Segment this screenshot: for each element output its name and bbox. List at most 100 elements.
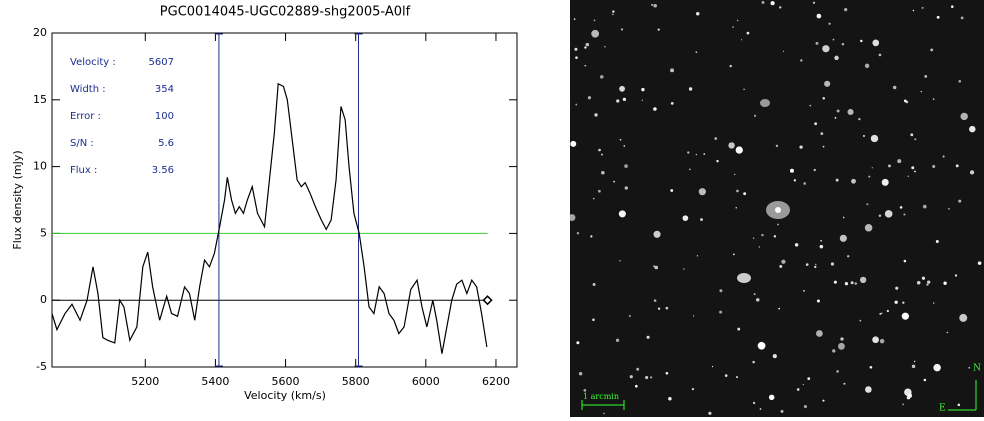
star (838, 342, 845, 350)
star (903, 99, 907, 103)
star (573, 18, 576, 20)
star (960, 16, 964, 20)
star (683, 268, 685, 270)
star (850, 281, 854, 285)
star (761, 233, 764, 237)
star (620, 28, 624, 31)
star (892, 85, 897, 90)
star (778, 307, 781, 310)
star (759, 408, 762, 410)
star (714, 137, 718, 140)
star (743, 88, 745, 90)
star (844, 282, 849, 286)
star (768, 394, 775, 401)
star (753, 293, 756, 296)
star (752, 401, 756, 405)
star (884, 210, 893, 218)
star (770, 1, 775, 6)
spectrum-line (51, 82, 488, 354)
y-tick-label: -5 (36, 360, 47, 373)
star (814, 122, 818, 126)
star (879, 312, 882, 315)
star (753, 114, 757, 117)
star (815, 41, 819, 45)
star (814, 263, 817, 266)
y-tick-label: 20 (33, 26, 47, 39)
star (665, 371, 669, 375)
star (689, 168, 691, 171)
star (653, 107, 657, 111)
star (585, 42, 590, 47)
star (803, 290, 805, 292)
star (927, 280, 931, 284)
star (587, 96, 592, 100)
star (858, 118, 861, 121)
x-axis-label: Velocity (km/s) (244, 389, 326, 402)
x-tick-label: 5800 (342, 375, 370, 388)
star (773, 235, 777, 238)
star (740, 39, 743, 41)
star (936, 15, 940, 19)
star (932, 165, 936, 168)
star (824, 80, 831, 87)
star (693, 315, 695, 317)
star (834, 117, 837, 119)
star (820, 239, 822, 242)
star (910, 133, 914, 137)
star (619, 138, 622, 141)
star (789, 168, 794, 173)
star (799, 145, 803, 149)
star (624, 186, 628, 190)
star (746, 31, 750, 35)
star (822, 97, 825, 100)
star (878, 53, 882, 57)
star (623, 145, 626, 147)
star (615, 338, 620, 342)
star (943, 281, 947, 285)
annotation-value: 5.6 (158, 138, 174, 149)
star (691, 387, 695, 391)
annotation-label: S/N : (70, 138, 94, 149)
star (930, 48, 934, 52)
star (695, 153, 698, 156)
galaxy (737, 273, 751, 283)
star (960, 112, 968, 121)
star (619, 85, 626, 92)
star (958, 79, 962, 83)
annotation-label: Error : (70, 111, 101, 122)
star (711, 365, 714, 368)
star (601, 153, 603, 156)
star (719, 289, 723, 293)
star (914, 138, 917, 141)
star (954, 274, 958, 277)
star (752, 360, 755, 364)
star (879, 338, 885, 344)
stars (568, 1, 982, 415)
star (682, 215, 689, 222)
x-tick-label: 5600 (272, 375, 300, 388)
star (946, 331, 949, 334)
star (822, 145, 825, 148)
star (781, 259, 786, 264)
star (618, 210, 626, 218)
star (698, 188, 706, 196)
star (803, 405, 807, 409)
y-tick-label: 15 (33, 93, 47, 106)
star (735, 376, 738, 379)
star (583, 388, 587, 392)
star (737, 327, 741, 331)
star (968, 366, 971, 369)
star (604, 45, 606, 48)
star (871, 167, 873, 169)
star (865, 386, 872, 393)
star (841, 42, 845, 46)
star (816, 299, 820, 303)
star (779, 6, 782, 9)
star (878, 214, 882, 218)
star (864, 63, 870, 69)
star (911, 166, 915, 170)
star (942, 155, 945, 158)
scale-label: 1 arcmin (583, 392, 619, 401)
star (840, 337, 844, 341)
star (822, 399, 825, 402)
